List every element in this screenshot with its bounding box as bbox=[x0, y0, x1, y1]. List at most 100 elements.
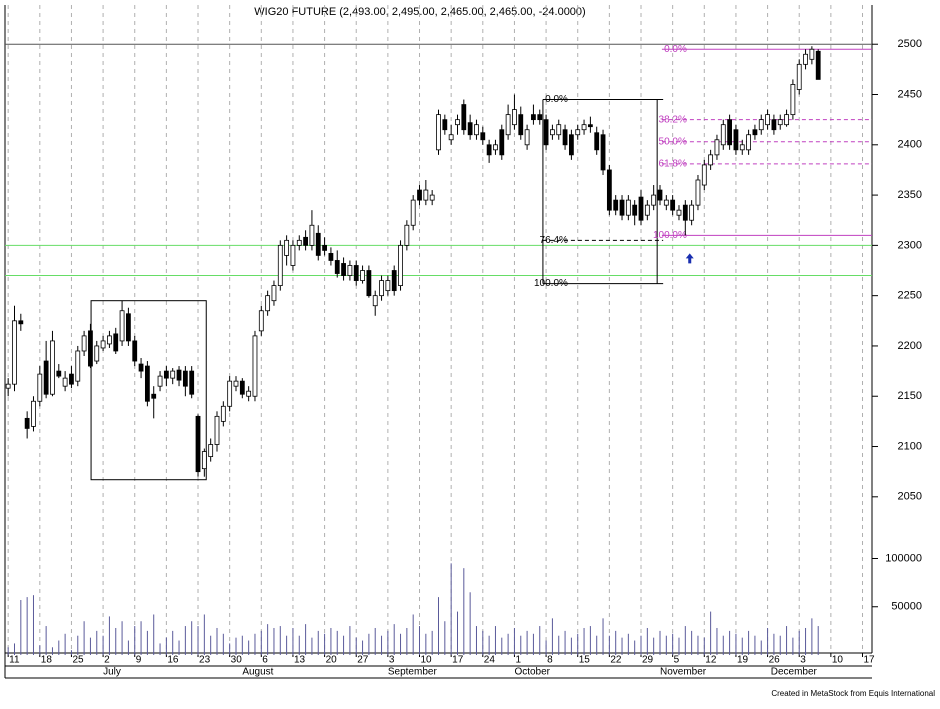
candle-body bbox=[62, 377, 68, 387]
x-tick-label: 22 bbox=[610, 655, 622, 666]
candle-body bbox=[644, 204, 650, 216]
candle-body bbox=[31, 400, 36, 427]
x-tick-label: 11 bbox=[9, 655, 20, 666]
candle-body bbox=[746, 134, 751, 151]
candle-body bbox=[75, 350, 81, 382]
candle-body bbox=[733, 129, 739, 151]
candle-body bbox=[499, 129, 505, 156]
candle-body bbox=[562, 129, 568, 146]
x-tick-label: 17 bbox=[452, 655, 464, 666]
rectangle bbox=[90, 300, 207, 481]
candle-body bbox=[765, 114, 770, 126]
x-tick-label: 8 bbox=[547, 655, 553, 666]
candle-body bbox=[638, 196, 644, 221]
candle-body bbox=[271, 285, 277, 302]
candle-body bbox=[455, 119, 460, 126]
candle-body bbox=[341, 263, 346, 276]
candle-body bbox=[474, 124, 479, 136]
x-tick-label: 6 bbox=[262, 655, 268, 666]
month-label: December bbox=[771, 667, 818, 678]
x-tick-label: 19 bbox=[737, 655, 749, 666]
candle-body bbox=[689, 204, 695, 221]
candle-body bbox=[613, 199, 619, 211]
candle-body bbox=[587, 124, 593, 128]
candle-body bbox=[784, 114, 789, 126]
candle-body bbox=[315, 232, 321, 256]
candle-body bbox=[429, 194, 435, 201]
x-tick-label: 16 bbox=[167, 655, 179, 666]
candle-body bbox=[170, 370, 176, 379]
y-tick-label: 2500 bbox=[898, 38, 922, 50]
candle-body bbox=[606, 169, 612, 211]
x-tick-label: 26 bbox=[769, 655, 781, 666]
candle-body bbox=[157, 375, 163, 387]
candle-body bbox=[594, 132, 600, 151]
x-tick-label: 18 bbox=[41, 655, 53, 666]
x-tick-label: 15 bbox=[579, 655, 591, 666]
candle-body bbox=[277, 244, 283, 287]
candle-body bbox=[296, 239, 302, 246]
y-tick-label: 2350 bbox=[898, 189, 922, 201]
candle-body bbox=[727, 119, 733, 146]
candle-body bbox=[803, 53, 808, 65]
candle-body bbox=[796, 63, 802, 90]
candle-body bbox=[657, 189, 663, 201]
candle-body bbox=[195, 415, 201, 473]
candle-body bbox=[543, 119, 549, 146]
fib-label: 0.0% bbox=[545, 94, 568, 105]
candle-body bbox=[493, 144, 498, 151]
candle-body bbox=[619, 199, 625, 216]
candle-body bbox=[37, 373, 43, 402]
candle-body bbox=[100, 340, 106, 349]
candle-body bbox=[505, 114, 511, 136]
candle-body bbox=[132, 340, 138, 362]
month-label: September bbox=[388, 667, 438, 678]
candle-body bbox=[809, 48, 815, 60]
candle-body bbox=[518, 114, 524, 136]
candle-body bbox=[575, 129, 581, 136]
candle-body bbox=[701, 164, 707, 186]
month-label: August bbox=[242, 667, 273, 678]
y-tick-label: 2300 bbox=[898, 239, 922, 251]
candle-body bbox=[328, 253, 334, 261]
candle-body bbox=[334, 260, 340, 274]
x-tick-label: 13 bbox=[294, 655, 306, 666]
chart-title: WIG20 FUTURE (2,493.00, 2,495.00, 2,465.… bbox=[254, 6, 585, 18]
y-tick-label: 2250 bbox=[898, 290, 922, 302]
candle-body bbox=[417, 189, 422, 201]
candle-body bbox=[258, 310, 264, 332]
candle-body bbox=[708, 154, 714, 166]
fib-label: 38.2% bbox=[659, 114, 687, 125]
candle-body bbox=[550, 129, 555, 136]
candle-body bbox=[265, 295, 271, 312]
candle-body bbox=[448, 134, 454, 141]
candle-body bbox=[107, 335, 112, 345]
candle-body bbox=[556, 124, 562, 136]
x-tick-label: 20 bbox=[326, 655, 338, 666]
candle-body bbox=[81, 335, 87, 352]
candle-body bbox=[233, 380, 239, 387]
candle-body bbox=[531, 114, 536, 121]
candle-body bbox=[739, 144, 745, 151]
y-tick-label: 2450 bbox=[898, 88, 922, 100]
candle-body bbox=[12, 320, 17, 385]
candle-body bbox=[486, 144, 492, 156]
candle-body bbox=[24, 417, 30, 429]
candle-body bbox=[461, 104, 467, 131]
candle-body bbox=[695, 179, 701, 206]
candle-body bbox=[144, 365, 150, 402]
y-tick-label: 2050 bbox=[898, 491, 922, 503]
candle-body bbox=[5, 383, 11, 389]
x-tick-label: 23 bbox=[199, 655, 211, 666]
candle-body bbox=[391, 270, 397, 292]
x-tick-label: 10 bbox=[421, 655, 433, 666]
x-tick-label: 24 bbox=[484, 655, 496, 666]
x-tick-label: 5 bbox=[674, 655, 680, 666]
candle-body bbox=[714, 139, 720, 156]
candle-body bbox=[625, 199, 631, 216]
candle-body bbox=[227, 380, 233, 407]
candle-body bbox=[50, 340, 55, 395]
x-tick-label: 29 bbox=[642, 655, 654, 666]
candle-body bbox=[138, 363, 144, 372]
